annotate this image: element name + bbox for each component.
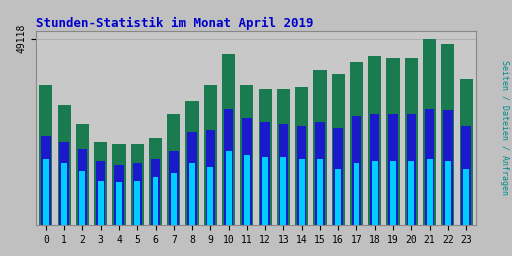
Bar bbox=[332, 73, 345, 225]
Bar bbox=[79, 171, 86, 225]
Bar bbox=[114, 165, 124, 225]
Bar bbox=[240, 85, 253, 225]
Bar bbox=[281, 157, 286, 225]
Bar bbox=[96, 161, 105, 225]
Bar bbox=[185, 101, 199, 225]
Bar bbox=[78, 150, 87, 225]
Bar bbox=[94, 142, 108, 225]
Bar bbox=[350, 62, 363, 225]
Bar bbox=[149, 138, 162, 225]
Text: Stunden-Statistik im Monat April 2019: Stunden-Statistik im Monat April 2019 bbox=[36, 16, 313, 29]
Bar bbox=[222, 54, 235, 225]
Bar bbox=[41, 136, 51, 225]
Bar bbox=[279, 124, 288, 225]
Bar bbox=[131, 144, 144, 225]
Bar bbox=[388, 114, 398, 225]
Bar bbox=[207, 167, 214, 225]
Bar bbox=[204, 85, 217, 225]
Bar bbox=[153, 177, 159, 225]
Bar bbox=[187, 132, 197, 225]
Bar bbox=[353, 163, 359, 225]
Bar bbox=[167, 114, 180, 225]
Bar bbox=[370, 114, 379, 225]
Bar bbox=[39, 85, 52, 225]
Bar bbox=[189, 163, 195, 225]
Bar bbox=[134, 180, 140, 225]
Bar bbox=[441, 44, 455, 225]
Bar bbox=[224, 109, 233, 225]
Bar bbox=[242, 118, 251, 225]
Bar bbox=[206, 130, 215, 225]
Bar bbox=[313, 70, 327, 225]
Bar bbox=[171, 173, 177, 225]
Bar bbox=[151, 159, 160, 225]
Text: Seiten / Dateien / Anfragen: Seiten / Dateien / Anfragen bbox=[500, 60, 509, 196]
Bar bbox=[463, 169, 469, 225]
Bar bbox=[43, 159, 49, 225]
Bar bbox=[426, 159, 433, 225]
Bar bbox=[133, 163, 142, 225]
Bar bbox=[445, 161, 451, 225]
Bar bbox=[61, 163, 67, 225]
Bar bbox=[261, 122, 270, 225]
Bar bbox=[335, 169, 341, 225]
Bar bbox=[372, 161, 378, 225]
Bar bbox=[262, 157, 268, 225]
Bar bbox=[333, 128, 343, 225]
Bar bbox=[116, 183, 122, 225]
Bar bbox=[57, 105, 71, 225]
Bar bbox=[461, 126, 471, 225]
Bar bbox=[113, 144, 125, 225]
Bar bbox=[259, 89, 272, 225]
Bar bbox=[244, 155, 250, 225]
Bar bbox=[460, 79, 473, 225]
Bar bbox=[352, 116, 361, 225]
Bar bbox=[297, 126, 306, 225]
Bar bbox=[98, 180, 103, 225]
Bar bbox=[298, 159, 305, 225]
Bar bbox=[404, 58, 418, 225]
Bar bbox=[368, 56, 381, 225]
Bar bbox=[226, 151, 231, 225]
Bar bbox=[76, 124, 89, 225]
Bar bbox=[59, 142, 69, 225]
Bar bbox=[295, 87, 308, 225]
Bar bbox=[390, 161, 396, 225]
Bar bbox=[387, 58, 399, 225]
Bar bbox=[315, 122, 325, 225]
Bar bbox=[277, 89, 290, 225]
Bar bbox=[317, 159, 323, 225]
Bar bbox=[409, 161, 414, 225]
Bar bbox=[407, 114, 416, 225]
Bar bbox=[425, 109, 434, 225]
Bar bbox=[169, 151, 179, 225]
Bar bbox=[423, 38, 436, 225]
Bar bbox=[443, 111, 453, 225]
